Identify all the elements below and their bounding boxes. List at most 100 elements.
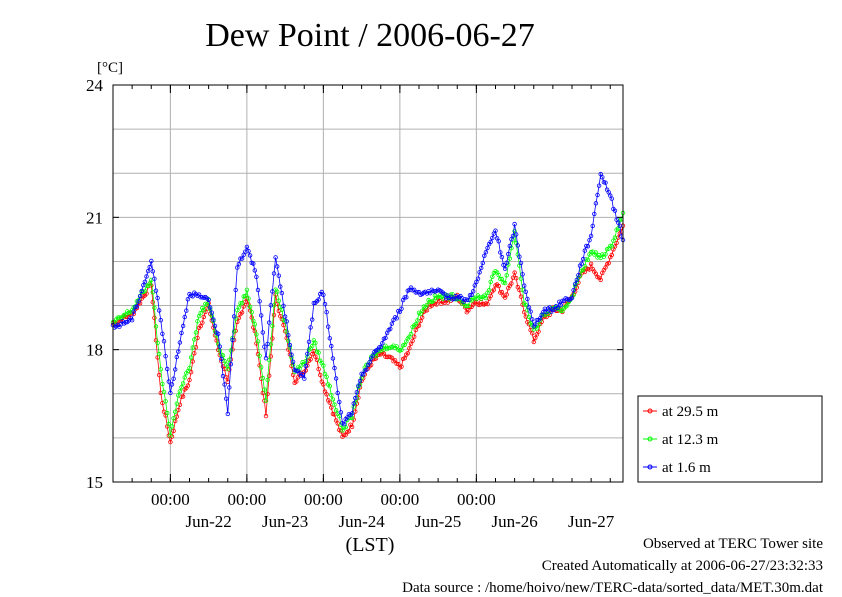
series-point-1 <box>161 389 167 395</box>
series-point-1 <box>158 367 163 372</box>
series-point-2 <box>356 383 361 388</box>
series-point-2 <box>493 228 498 233</box>
x-date-label: Jun-26 <box>491 512 537 531</box>
series-point-1 <box>244 287 250 292</box>
series-point-1 <box>585 257 591 263</box>
series-point-2 <box>160 331 165 336</box>
series-point-2 <box>469 292 474 297</box>
series-point-2 <box>600 175 605 180</box>
series-point-1 <box>609 244 614 249</box>
series-point-0 <box>316 367 321 372</box>
series-point-2 <box>227 385 232 390</box>
series-point-2 <box>596 183 602 188</box>
series-point-1 <box>195 319 200 324</box>
series-point-0 <box>267 373 272 378</box>
series-point-2 <box>585 244 591 249</box>
series-point-1 <box>225 366 230 372</box>
series-point-2 <box>260 330 265 335</box>
series-point-2 <box>282 314 288 319</box>
grid-lines <box>113 85 623 482</box>
series-point-1 <box>333 408 339 413</box>
series-point-0 <box>349 424 355 430</box>
series-point-2 <box>169 382 175 387</box>
series-point-2 <box>136 299 141 304</box>
series-point-1 <box>263 398 269 403</box>
series-point-2 <box>588 233 594 239</box>
series-point-0 <box>239 310 245 315</box>
series-point-2 <box>252 268 257 273</box>
series-point-2 <box>576 273 581 278</box>
series-point-1 <box>565 303 570 308</box>
series-point-2 <box>383 335 388 341</box>
series-point-0 <box>392 358 398 363</box>
series-point-2 <box>490 235 495 241</box>
series-point-0 <box>530 331 535 336</box>
series-point-2 <box>171 376 176 381</box>
y-axis-unit-label: [°C] <box>97 60 123 76</box>
series-point-1 <box>415 318 420 323</box>
series-point-2 <box>166 379 171 384</box>
series-point-2 <box>592 211 597 217</box>
series-point-2 <box>499 254 505 260</box>
series-point-1 <box>254 332 259 337</box>
series-point-0 <box>588 261 594 266</box>
series-point-2 <box>155 295 160 301</box>
axis-labels: 15 18 21 24 00:00 00:00 00:00 00:00 00:00 Jun-22 J… <box>86 76 615 531</box>
series-point-2 <box>518 260 524 266</box>
legend-marker <box>647 464 653 470</box>
series-point-2 <box>267 320 272 325</box>
x-date-label: Jun-22 <box>185 512 231 531</box>
series-point-2 <box>552 307 557 312</box>
series-point-2 <box>590 223 595 229</box>
series-point-1 <box>490 274 495 279</box>
series-point-2 <box>582 248 587 253</box>
series-point-2 <box>254 274 259 279</box>
series-point-2 <box>477 270 482 275</box>
series-point-0 <box>174 414 179 419</box>
series-point-2 <box>246 248 251 254</box>
legend-label: at 12.3 m <box>662 432 719 448</box>
series-point-0 <box>156 372 162 378</box>
series-point-1 <box>276 298 281 303</box>
series-point-2 <box>233 287 238 293</box>
series-point-2 <box>275 264 280 269</box>
series-point-2 <box>306 339 312 344</box>
series-point-2 <box>547 305 552 310</box>
series-point-2 <box>544 309 549 315</box>
series-point-1 <box>177 389 183 394</box>
series-point-1 <box>488 279 493 284</box>
series-point-2 <box>581 256 586 262</box>
series-point-2 <box>225 411 230 417</box>
series-point-0 <box>485 301 490 307</box>
series-point-2 <box>142 279 148 284</box>
series-point-1 <box>223 362 229 367</box>
series-point-2 <box>141 283 146 288</box>
series-point-2 <box>364 367 369 372</box>
series-point-1 <box>431 298 436 303</box>
series-point-2 <box>300 372 305 377</box>
series-point-1 <box>228 348 234 353</box>
series-point-2 <box>530 317 535 322</box>
series-point-2 <box>219 356 224 362</box>
series-point-2 <box>380 341 385 346</box>
series-point-0 <box>249 315 254 320</box>
series-point-0 <box>190 359 195 364</box>
series-point-0 <box>329 405 334 410</box>
series-point-2 <box>278 284 283 289</box>
series-point-2 <box>472 283 477 288</box>
series-point-1 <box>174 401 179 406</box>
series-point-2 <box>335 390 340 396</box>
series-point-0 <box>192 351 197 356</box>
series-point-2 <box>496 239 501 244</box>
series-point-1 <box>526 314 532 320</box>
series-point-1 <box>424 302 430 308</box>
series-point-2 <box>134 304 140 309</box>
series-point-2 <box>284 319 289 324</box>
series-point-1 <box>523 302 528 308</box>
series-point-0 <box>171 428 176 434</box>
series-point-1 <box>310 343 315 349</box>
series-point-2 <box>236 261 242 267</box>
series-point-0 <box>214 338 219 343</box>
series-point-2 <box>558 302 563 308</box>
series-point-2 <box>571 288 576 293</box>
